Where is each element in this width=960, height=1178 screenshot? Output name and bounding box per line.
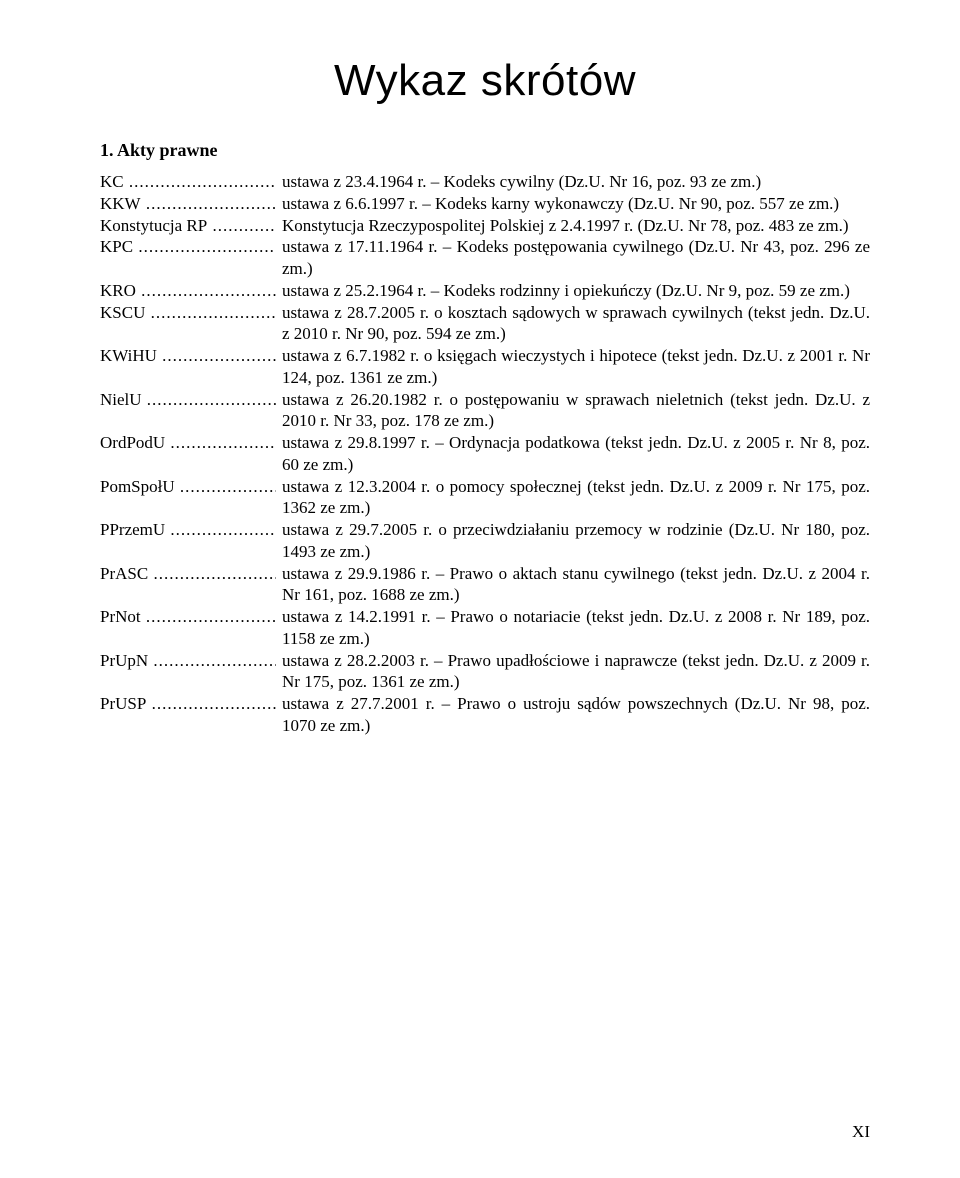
section-heading: 1. Akty prawne	[100, 140, 870, 161]
abbr-definition: ustawa z 28.7.2005 r. o kosztach sądowyc…	[276, 302, 870, 346]
list-item: KCustawa z 23.4.1964 r. – Kodeks cywilny…	[100, 171, 870, 193]
abbr-term: PrASC	[100, 563, 276, 585]
abbr-definition: ustawa z 29.8.1997 r. – Ordynacja podatk…	[276, 432, 870, 476]
abbr-definition: ustawa z 25.2.1964 r. – Kodeks rodzinny …	[276, 280, 870, 302]
abbr-term: PrUSP	[100, 693, 276, 715]
abbr-term: PrNot	[100, 606, 276, 628]
list-item: KKWustawa z 6.6.1997 r. – Kodeks karny w…	[100, 193, 870, 215]
abbr-term: KSCU	[100, 302, 276, 324]
abbr-definition: ustawa z 17.11.1964 r. – Kodeks postępow…	[276, 236, 870, 280]
abbr-term: KC	[100, 171, 276, 193]
abbr-definition: ustawa z 28.2.2003 r. – Prawo upadłościo…	[276, 650, 870, 694]
list-item: KROustawa z 25.2.1964 r. – Kodeks rodzin…	[100, 280, 870, 302]
abbr-definition: ustawa z 14.2.1991 r. – Prawo o notariac…	[276, 606, 870, 650]
abbr-definition: ustawa z 12.3.2004 r. o pomocy społeczne…	[276, 476, 870, 520]
abbreviation-list: KCustawa z 23.4.1964 r. – Kodeks cywilny…	[100, 171, 870, 737]
abbr-term: KPC	[100, 236, 276, 258]
list-item: NielUustawa z 26.20.1982 r. o postępowan…	[100, 389, 870, 433]
abbr-definition: ustawa z 6.7.1982 r. o księgach wieczyst…	[276, 345, 870, 389]
abbr-definition: ustawa z 29.7.2005 r. o przeciwdziałaniu…	[276, 519, 870, 563]
abbr-definition: ustawa z 26.20.1982 r. o postępowaniu w …	[276, 389, 870, 433]
abbr-definition: ustawa z 6.6.1997 r. – Kodeks karny wyko…	[276, 193, 870, 215]
abbr-definition: ustawa z 23.4.1964 r. – Kodeks cywilny (…	[276, 171, 870, 193]
list-item: PrUSPustawa z 27.7.2001 r. – Prawo o ust…	[100, 693, 870, 737]
list-item: PomSpołUustawa z 12.3.2004 r. o pomocy s…	[100, 476, 870, 520]
abbr-term: KRO	[100, 280, 276, 302]
list-item: PrNotustawa z 14.2.1991 r. – Prawo o not…	[100, 606, 870, 650]
abbr-term: KKW	[100, 193, 276, 215]
abbr-definition: ustawa z 27.7.2001 r. – Prawo o ustroju …	[276, 693, 870, 737]
list-item: KPCustawa z 17.11.1964 r. – Kodeks postę…	[100, 236, 870, 280]
list-item: PrUpNustawa z 28.2.2003 r. – Prawo upadł…	[100, 650, 870, 694]
list-item: PrASCustawa z 29.9.1986 r. – Prawo o akt…	[100, 563, 870, 607]
abbr-term: PrUpN	[100, 650, 276, 672]
list-item: OrdPodUustawa z 29.8.1997 r. – Ordynacja…	[100, 432, 870, 476]
abbr-term: KWiHU	[100, 345, 276, 367]
abbr-term: PPrzemU	[100, 519, 276, 541]
abbr-definition: ustawa z 29.9.1986 r. – Prawo o aktach s…	[276, 563, 870, 607]
list-item: KSCUustawa z 28.7.2005 r. o kosztach sąd…	[100, 302, 870, 346]
page-number: XI	[852, 1122, 870, 1142]
page-title: Wykaz skrótów	[100, 56, 870, 106]
list-item: KWiHUustawa z 6.7.1982 r. o księgach wie…	[100, 345, 870, 389]
abbr-term: Konstytucja RP	[100, 215, 276, 237]
abbr-definition: Konstytucja Rzeczypospolitej Polskiej z …	[276, 215, 870, 237]
abbr-term: OrdPodU	[100, 432, 276, 454]
abbr-term: NielU	[100, 389, 276, 411]
page: Wykaz skrótów 1. Akty prawne KCustawa z …	[0, 0, 960, 1178]
list-item: PPrzemUustawa z 29.7.2005 r. o przeciwdz…	[100, 519, 870, 563]
abbr-term: PomSpołU	[100, 476, 276, 498]
list-item: Konstytucja RPKonstytucja Rzeczypospolit…	[100, 215, 870, 237]
